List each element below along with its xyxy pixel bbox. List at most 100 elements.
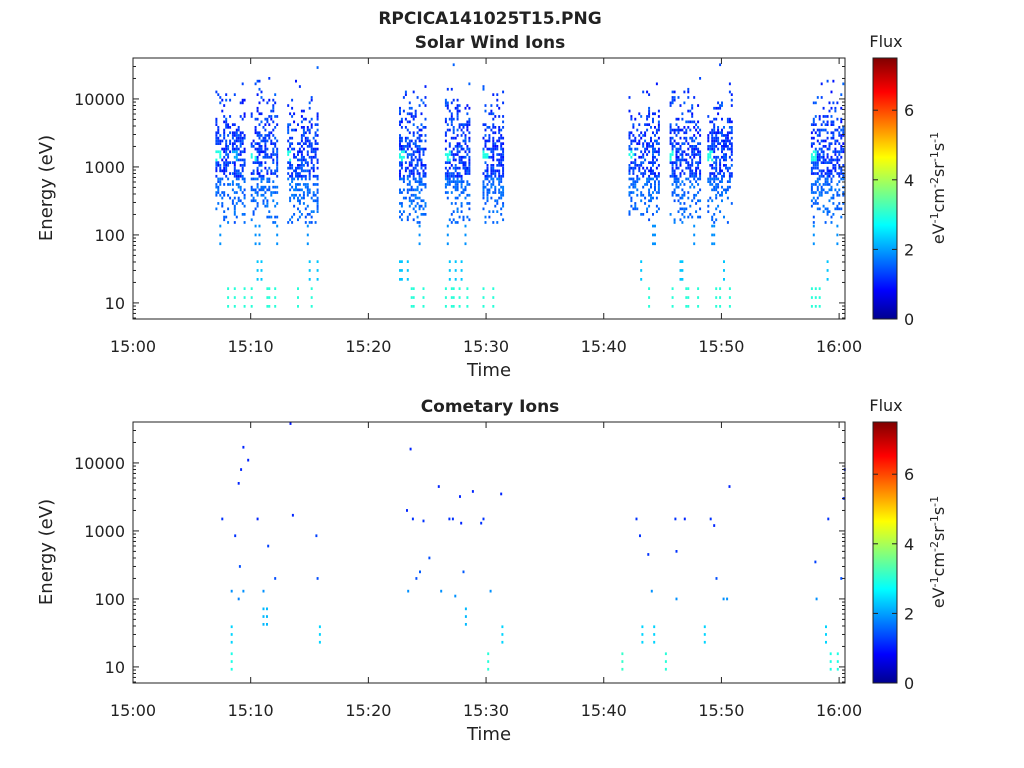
spectrogram-cell: [450, 221, 453, 224]
spectrogram-cell: [814, 150, 817, 154]
spectrogram-cell: [709, 145, 712, 148]
spectrogram-cell: [726, 166, 729, 170]
spectrogram-cell: [297, 287, 299, 290]
spectrogram-cell: [691, 183, 694, 186]
spectrogram-cell: [468, 193, 471, 197]
spectrogram-cell: [826, 177, 829, 181]
spectrogram-cell: [316, 158, 319, 162]
spectrogram-cell: [840, 207, 843, 211]
spectrogram-cell: [406, 174, 409, 178]
spectrogram-cell: [243, 112, 246, 116]
spectrogram-cell: [709, 180, 712, 183]
spectrogram-cell: [842, 134, 845, 137]
spectrogram-cell: [266, 305, 269, 308]
spectrogram-cell: [462, 166, 465, 170]
spectrogram-cell: [250, 112, 253, 116]
spectrogram-cell: [820, 169, 823, 173]
spectrogram-cell: [464, 188, 467, 192]
spectrogram-cell: [420, 147, 423, 151]
spectrogram-cell: [828, 174, 831, 178]
spectrogram-cell: [492, 136, 495, 140]
spectrogram-cell: [420, 180, 423, 183]
spectrogram-cell: [416, 145, 419, 148]
spectrogram-cell: [239, 150, 242, 154]
spectrogram-cell: [412, 296, 415, 299]
spectrogram-cell: [657, 136, 660, 140]
spectrogram-cell: [679, 136, 682, 140]
spectrogram-cell: [400, 117, 403, 121]
spectrogram-cell: [256, 169, 259, 173]
spectrogram-cell: [260, 145, 263, 148]
spectrogram-cell: [446, 155, 449, 159]
spectrogram-cell: [707, 147, 710, 151]
spectrogram-cell: [229, 142, 232, 145]
spectrogram-cell: [816, 128, 819, 132]
spectrogram-cell: [726, 117, 729, 121]
spectrogram-cell: [402, 109, 405, 113]
spectrogram-cell: [840, 128, 843, 132]
spectrogram-cell: [834, 139, 837, 143]
spectrogram-cell: [454, 278, 457, 281]
spectrogram-cell: [657, 128, 660, 132]
spectrogram-cell: [679, 164, 682, 167]
spectrogram-cell: [243, 158, 246, 162]
spectrogram-cell: [258, 131, 261, 135]
spectrogram-cell: [484, 128, 487, 132]
spectrogram-cell: [297, 188, 299, 192]
spectrogram-cell: [836, 161, 839, 164]
spectrogram-cell: [810, 287, 813, 290]
spectrogram-cell: [400, 204, 403, 208]
spectrogram-cell: [237, 597, 240, 601]
spectrogram-cell: [832, 136, 835, 140]
spectrogram-cell: [446, 174, 449, 178]
spectrogram-cell: [408, 169, 411, 173]
spectrogram-cell: [416, 221, 419, 224]
spectrogram-cell: [308, 155, 311, 159]
spectrogram-cell: [268, 210, 271, 213]
spectrogram-cell: [239, 131, 242, 135]
spectrogram-cell: [446, 106, 449, 110]
spectrogram-cell: [687, 96, 690, 99]
spectrogram-cell: [673, 188, 676, 192]
colorbar-tick-label: 4: [904, 171, 914, 190]
x-axis-label: Time: [466, 724, 511, 745]
spectrogram-cell: [235, 139, 238, 143]
spectrogram-cell: [258, 233, 261, 237]
spectrogram-cell: [466, 126, 469, 129]
spectrogram-cell: [675, 177, 678, 181]
spectrogram-cell: [713, 172, 716, 175]
spectrogram-cell: [221, 158, 224, 162]
spectrogram-cell: [713, 155, 716, 159]
spectrogram-cell: [458, 155, 461, 159]
spectrogram-cell: [679, 153, 682, 156]
spectrogram-cell: [260, 188, 263, 192]
spectrogram-cell: [406, 147, 409, 151]
spectrogram-cell: [418, 136, 421, 140]
spectrogram-cell: [227, 164, 230, 167]
spectrogram-cell: [726, 597, 729, 601]
spectrogram-cell: [494, 204, 497, 208]
spectrogram-cell: [233, 204, 236, 208]
spectrogram-cell: [830, 90, 833, 94]
spectrogram-cell: [725, 136, 727, 140]
spectrogram-cell: [687, 164, 690, 167]
spectrogram-cell: [824, 207, 827, 211]
spectrogram-cell: [314, 142, 317, 145]
spectrogram-cell: [726, 139, 729, 143]
spectrogram-cell: [233, 287, 236, 290]
spectrogram-cell: [812, 166, 815, 170]
spectrogram-cell: [829, 660, 832, 663]
spectrogram-cell: [262, 185, 265, 189]
spectrogram-cell: [422, 126, 425, 129]
spectrogram-cell: [262, 150, 265, 154]
spectrogram-cell: [215, 136, 218, 140]
spectrogram-cell: [812, 161, 815, 164]
spectrogram-cell: [310, 166, 313, 170]
spectrogram-cell: [420, 161, 423, 164]
spectrogram-cell: [683, 183, 686, 186]
spectrogram-cell: [272, 158, 275, 162]
spectrogram-cell: [634, 207, 637, 211]
spectrogram-cell: [490, 172, 493, 175]
spectrogram-cell: [444, 166, 447, 170]
spectrogram-cell: [444, 161, 447, 164]
